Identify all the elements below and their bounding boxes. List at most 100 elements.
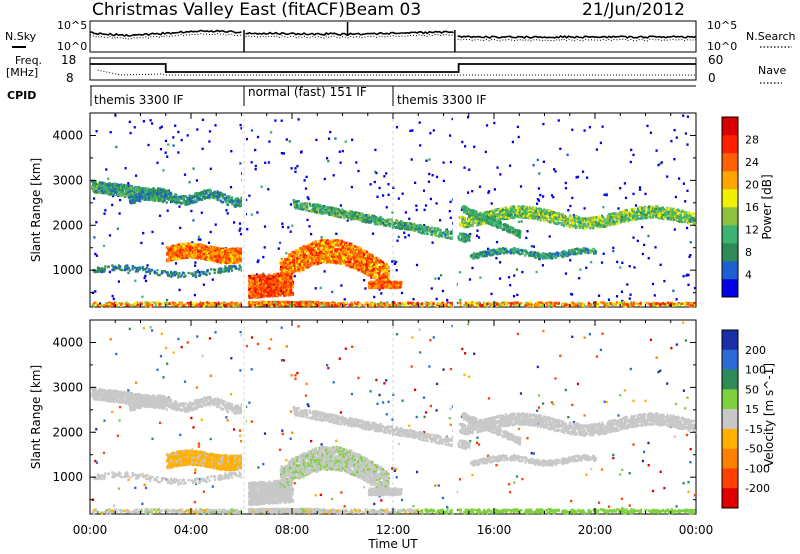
power-cell xyxy=(215,248,218,252)
power-cell xyxy=(143,267,146,271)
power-cell xyxy=(335,232,338,235)
power-cell xyxy=(122,187,126,190)
power-cell xyxy=(374,148,377,152)
power-cell xyxy=(144,196,147,200)
power-cell xyxy=(515,268,519,271)
power-cell xyxy=(471,266,474,270)
freq-label-line1: Freq. xyxy=(15,54,42,67)
power-cell xyxy=(601,125,604,128)
power-cell xyxy=(131,268,134,271)
power-cell xyxy=(173,249,176,252)
power-cell xyxy=(218,271,221,274)
power-cell xyxy=(135,174,138,177)
power-cell xyxy=(537,199,541,202)
power-cell xyxy=(222,258,225,261)
power-cell xyxy=(199,256,202,260)
power-cell xyxy=(162,169,165,172)
power-cell xyxy=(158,199,161,203)
power-cell xyxy=(245,137,248,141)
power-cell xyxy=(254,279,257,283)
power-cell xyxy=(261,274,264,277)
power-cell xyxy=(146,270,149,273)
power-cell xyxy=(229,253,232,256)
power-cell xyxy=(220,267,223,270)
power-cell xyxy=(168,257,171,261)
power-cell xyxy=(118,267,121,270)
power-cell xyxy=(393,262,396,265)
power-cell xyxy=(327,159,330,163)
power-cell xyxy=(179,226,182,230)
power-cell xyxy=(256,278,259,281)
power-cell xyxy=(289,282,292,285)
power-cell xyxy=(287,293,290,296)
power-cell xyxy=(123,183,126,187)
power-cell xyxy=(250,129,254,132)
power-cell xyxy=(250,279,253,282)
power-cell xyxy=(145,195,148,198)
power-cell xyxy=(158,214,162,217)
power-cell xyxy=(208,130,212,133)
power-cell xyxy=(149,192,152,195)
power-cell xyxy=(223,193,226,196)
power-cell xyxy=(226,258,229,261)
power-cell xyxy=(263,293,266,296)
power-cell xyxy=(205,255,208,259)
power-cell xyxy=(168,249,171,252)
power-cell xyxy=(111,294,114,298)
power-cell xyxy=(395,260,398,264)
power-cell xyxy=(188,197,191,200)
power-cell xyxy=(172,144,175,147)
power-cell xyxy=(219,247,222,250)
power-cell xyxy=(126,189,129,192)
power-cell xyxy=(178,205,181,208)
power-cell xyxy=(118,212,121,215)
power-cell xyxy=(210,253,213,256)
power-cell xyxy=(233,200,236,203)
power-cell xyxy=(239,162,242,165)
power-cell xyxy=(210,195,213,198)
power-cell xyxy=(255,280,258,284)
power-cell xyxy=(224,267,227,270)
power-cell xyxy=(458,271,462,274)
power-cell xyxy=(586,176,589,179)
power-cell xyxy=(334,137,337,140)
power-cell xyxy=(237,260,240,263)
power-cell xyxy=(156,192,159,195)
power-cell xyxy=(271,277,274,280)
power-cell xyxy=(170,245,174,248)
power-cell xyxy=(237,204,241,207)
power-cell xyxy=(641,226,644,229)
power-cell xyxy=(233,221,236,224)
power-cell xyxy=(686,115,689,118)
power-cell xyxy=(148,270,151,273)
power-cell xyxy=(268,288,271,291)
power-cell xyxy=(133,266,137,269)
power-cell xyxy=(189,248,192,252)
power-cell xyxy=(107,187,110,191)
power-cell xyxy=(268,140,271,143)
power-cell xyxy=(255,273,259,276)
power-cell xyxy=(236,256,239,259)
power-cell xyxy=(200,190,203,194)
power-cell xyxy=(201,257,204,260)
power-cell xyxy=(252,277,255,280)
power-cell xyxy=(192,219,195,222)
power-cell xyxy=(254,168,257,171)
power-cell xyxy=(206,190,209,193)
power-cell xyxy=(142,231,145,235)
power-cell xyxy=(151,195,154,198)
power-cell xyxy=(449,216,452,219)
power-cell xyxy=(161,242,164,245)
power-cell xyxy=(619,187,622,190)
power-cell xyxy=(239,202,243,206)
power-cell xyxy=(237,258,240,262)
power-cell xyxy=(339,204,342,207)
power-cell xyxy=(490,292,493,296)
power-cell xyxy=(228,265,231,268)
power-cell xyxy=(487,190,491,193)
power-cell xyxy=(397,235,400,239)
power-cell xyxy=(173,250,176,253)
power-cell xyxy=(177,276,180,279)
power-cell xyxy=(138,192,141,195)
power-cell xyxy=(291,293,294,296)
